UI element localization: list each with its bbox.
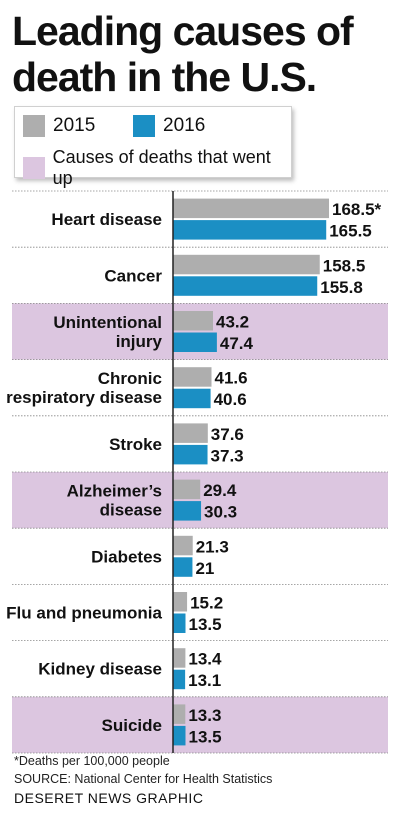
legend-swatch-2016 bbox=[133, 115, 155, 137]
bar-2016 bbox=[173, 220, 327, 240]
chart-title: Leading causes of death in the U.S. bbox=[12, 8, 354, 100]
legend-item-went-up: Causes of deaths that went up bbox=[23, 147, 291, 189]
category-label: Diabetes bbox=[91, 547, 162, 566]
graphic-credit: DESERET NEWS GRAPHIC bbox=[14, 790, 204, 806]
bar-2015 bbox=[173, 254, 320, 275]
category-label: Flu and pneumonia bbox=[6, 604, 162, 623]
data-label-2016: 13.1 bbox=[188, 671, 221, 690]
legend-swatch-2015 bbox=[23, 115, 45, 137]
data-label-2015: 37.6 bbox=[211, 425, 244, 444]
bar-2015 bbox=[173, 648, 186, 668]
bar-2016 bbox=[173, 388, 211, 409]
category-label: Cancer bbox=[104, 266, 162, 285]
data-label-2015: 41.6 bbox=[215, 369, 248, 388]
data-label-2016: 13.5 bbox=[188, 727, 221, 746]
bar-2016 bbox=[173, 332, 217, 352]
bar-2015 bbox=[173, 479, 201, 500]
legend-item-2016: 2016 bbox=[133, 115, 205, 137]
category-label: Alzheimer’s bbox=[67, 482, 162, 501]
bar-2016 bbox=[173, 669, 186, 690]
category-label: Chronic bbox=[98, 369, 162, 388]
bar-2016 bbox=[173, 276, 318, 296]
data-label-2015: 13.3 bbox=[188, 706, 221, 725]
bar-2015 bbox=[173, 311, 213, 331]
legend-swatch-went-up bbox=[23, 157, 45, 179]
data-label-2015: 15.2 bbox=[190, 594, 223, 613]
source-note: SOURCE: National Center for Health Stati… bbox=[14, 772, 273, 786]
bar-2015 bbox=[173, 367, 212, 387]
category-label: disease bbox=[100, 501, 162, 520]
footnote: *Deaths per 100,000 people bbox=[14, 754, 170, 768]
category-label: Unintentional bbox=[53, 313, 162, 332]
data-label-2016: 40.6 bbox=[214, 390, 247, 409]
bar-2016 bbox=[173, 501, 202, 521]
bar-2015 bbox=[173, 198, 329, 219]
data-label-2016: 37.3 bbox=[211, 446, 244, 465]
legend-item-2015: 2015 bbox=[23, 115, 95, 137]
data-label-2016: 13.5 bbox=[188, 615, 221, 634]
bar-2016 bbox=[173, 557, 193, 577]
legend-label-2015: 2015 bbox=[53, 115, 96, 136]
bar-2015 bbox=[173, 423, 208, 443]
data-label-2015: 13.4 bbox=[188, 650, 222, 669]
bar-2016 bbox=[173, 613, 186, 633]
data-label-2015: 158.5 bbox=[323, 256, 366, 275]
bar-2015 bbox=[173, 592, 188, 612]
bar-2016 bbox=[173, 725, 186, 746]
data-label-2016: 165.5 bbox=[329, 222, 372, 241]
row-highlight bbox=[12, 696, 388, 753]
category-label: Kidney disease bbox=[38, 660, 162, 679]
legend-label-2016: 2016 bbox=[163, 115, 206, 136]
data-label-2016: 47.4 bbox=[220, 334, 254, 353]
legend-label-went-up: Causes of deaths that went up bbox=[52, 147, 271, 188]
category-label: injury bbox=[116, 332, 163, 351]
data-label-2015: 21.3 bbox=[196, 537, 229, 556]
data-label-2016: 21 bbox=[195, 559, 214, 578]
category-label: Suicide bbox=[102, 716, 162, 735]
category-label: respiratory disease bbox=[6, 388, 162, 407]
data-label-2015: 43.2 bbox=[216, 313, 249, 332]
data-label-2016: 30.3 bbox=[204, 503, 237, 522]
data-label-2016: 155.8 bbox=[320, 278, 363, 297]
bar-2016 bbox=[173, 444, 208, 465]
category-label: Heart disease bbox=[51, 210, 162, 229]
bar-2015 bbox=[173, 704, 186, 724]
category-label: Stroke bbox=[109, 435, 162, 454]
data-label-2015: 168.5* bbox=[332, 200, 382, 219]
legend: 2015 2016 Causes of deaths that went up bbox=[14, 106, 292, 188]
bar-2015 bbox=[173, 535, 193, 556]
data-label-2015: 29.4 bbox=[203, 481, 237, 500]
